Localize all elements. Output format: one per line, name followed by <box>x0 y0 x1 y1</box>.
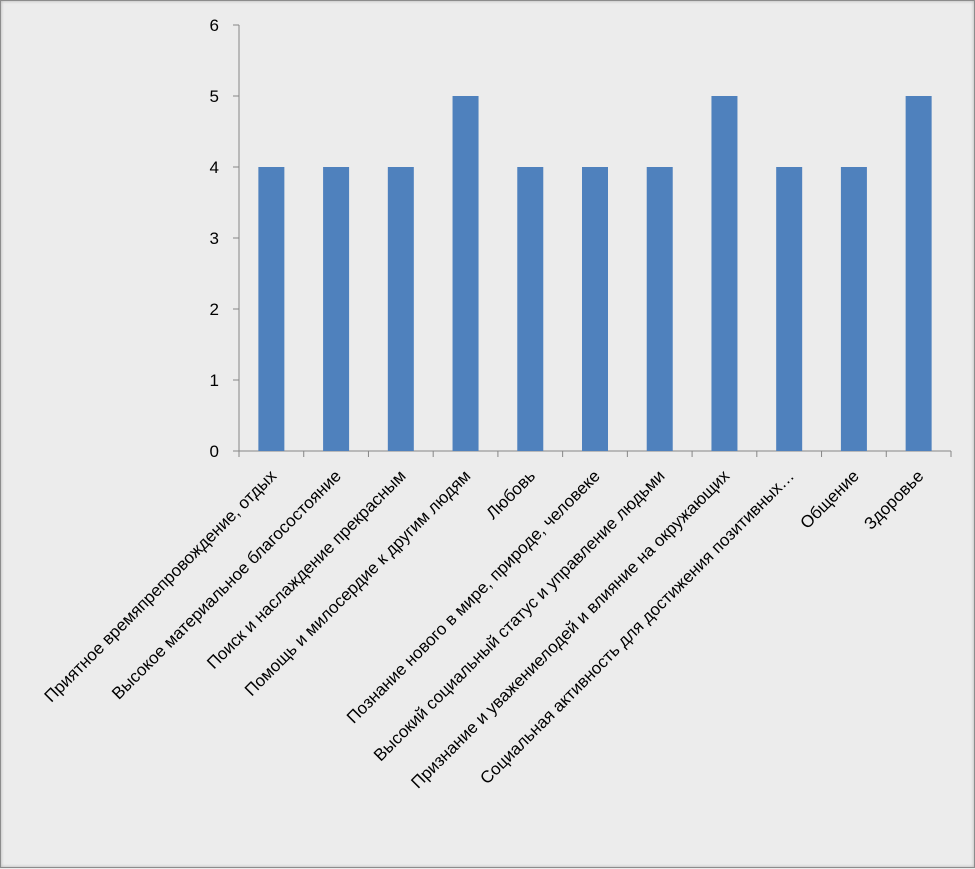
bar-9 <box>776 167 803 451</box>
x-category-label: Общение <box>797 466 863 532</box>
x-category-label: Признание и уважениелодей и влияние на о… <box>407 466 733 792</box>
y-tick-label: 3 <box>210 229 219 248</box>
bar-10 <box>840 167 867 451</box>
bar-8 <box>711 96 738 451</box>
bar-4 <box>452 96 479 451</box>
x-category-label: Социальная активность для достижения поз… <box>476 466 798 788</box>
bar-1 <box>258 167 285 451</box>
bar-11 <box>905 96 932 451</box>
y-tick-label: 2 <box>210 300 219 319</box>
y-tick-label: 5 <box>210 87 219 106</box>
y-tick-label: 6 <box>210 16 219 35</box>
bar-2 <box>323 167 350 451</box>
x-category-label: Любовь <box>483 466 540 523</box>
x-category-label: Здоровье <box>860 466 927 533</box>
y-tick-label: 1 <box>210 371 219 390</box>
x-category-label: Высокое материальное благосостояние <box>108 466 345 703</box>
y-tick-label: 4 <box>210 158 219 177</box>
y-tick-label: 0 <box>210 442 219 461</box>
bar-7 <box>646 167 673 451</box>
bar-6 <box>582 167 608 451</box>
x-category-label: Приятное времяпрепровождение, отдых <box>41 466 281 706</box>
bar-5 <box>517 167 544 451</box>
bar-3 <box>387 167 414 451</box>
x-category-label: Помощь и милосердие к другим людям <box>241 466 474 699</box>
